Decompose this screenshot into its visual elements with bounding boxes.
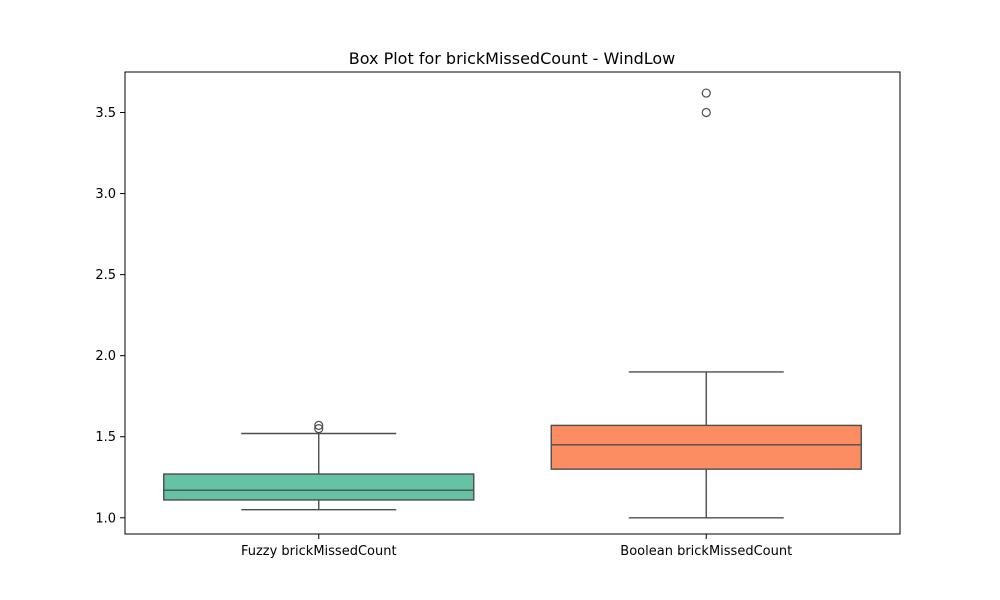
box-group — [163, 420, 475, 511]
chart-title: Box Plot for brickMissedCount - WindLow — [349, 49, 676, 68]
x-tick-label: Boolean brickMissedCount — [620, 544, 792, 559]
x-tick-label: Fuzzy brickMissedCount — [241, 544, 397, 559]
box-group — [550, 88, 862, 519]
plot-area — [163, 88, 862, 519]
y-tick-label: 3.5 — [95, 106, 116, 121]
outlier-point — [701, 88, 711, 98]
x-axis: Fuzzy brickMissedCount Boolean brickMisse… — [241, 534, 792, 559]
y-tick-label: 1.5 — [95, 430, 116, 445]
y-tick-label: 2.0 — [95, 349, 116, 364]
box-iqr — [550, 424, 862, 470]
box-iqr — [163, 473, 475, 501]
y-tick-label: 2.5 — [95, 268, 116, 283]
y-axis: 1.0 1.5 2.0 2.5 3.0 3.5 — [95, 106, 125, 526]
y-tick-label: 3.0 — [95, 187, 116, 202]
y-tick-label: 1.0 — [95, 511, 116, 526]
outlier-point — [701, 107, 711, 118]
outlier-point — [314, 424, 324, 434]
axes-frame — [124, 71, 901, 535]
outlier-point — [314, 420, 324, 430]
